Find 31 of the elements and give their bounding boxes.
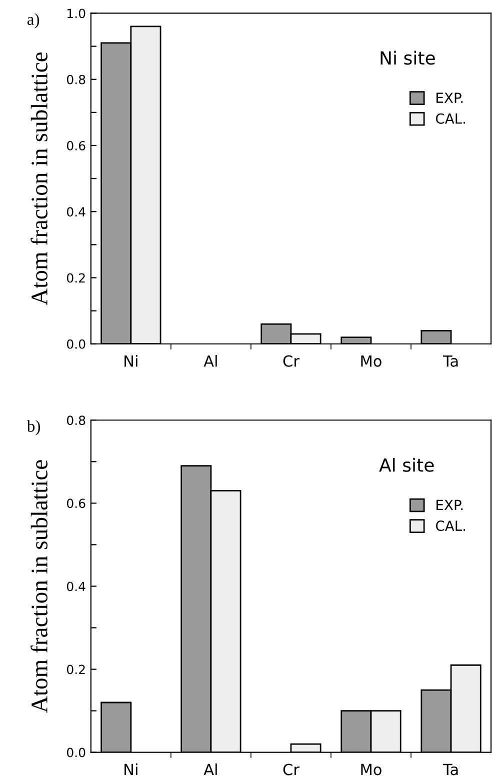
y-tick-label: 0.8 xyxy=(66,74,86,84)
y-tick-label: 0.4 xyxy=(66,582,86,592)
x-tick-label: Ta xyxy=(442,355,458,367)
x-tick-label: Al xyxy=(204,763,217,776)
legend-label: EXP. xyxy=(436,92,463,103)
y-tick-label: 0.2 xyxy=(66,273,85,283)
y-tick-label: 0.2 xyxy=(66,664,85,674)
x-tick-label: Mo xyxy=(361,355,382,367)
y-tick-label: 0.6 xyxy=(66,140,86,150)
x-tick-label: Cr xyxy=(283,764,300,776)
x-tick-label: Al xyxy=(204,354,217,367)
y-tick-label: 0.0 xyxy=(66,339,86,349)
x-tick-label: Cr xyxy=(283,355,300,367)
text: b) xyxy=(26,420,40,436)
legend-label: CAL. xyxy=(436,113,466,124)
annotation: Ni site xyxy=(380,50,435,65)
x-tick-label: Ni xyxy=(124,763,138,776)
legend-label: CAL. xyxy=(436,520,466,532)
y-axis-title: Atom fraction in sublattice xyxy=(30,52,48,306)
x-tick-label: Ta xyxy=(442,764,458,776)
y-tick-label: 1.0 xyxy=(68,8,86,18)
y-axis-title: Atom fraction in sublattice xyxy=(30,460,48,713)
y-tick-label: 0.4 xyxy=(66,207,86,217)
legend-label: EXP. xyxy=(436,500,463,510)
x-tick-label: Ni xyxy=(124,354,138,367)
y-tick-label: 0.8 xyxy=(66,416,86,426)
annotation: Al site xyxy=(379,458,434,472)
x-tick-label: Mo xyxy=(361,764,382,776)
y-tick-label: 0.0 xyxy=(66,748,86,758)
y-tick-label: 0.6 xyxy=(66,498,86,508)
text: a) xyxy=(27,13,40,28)
